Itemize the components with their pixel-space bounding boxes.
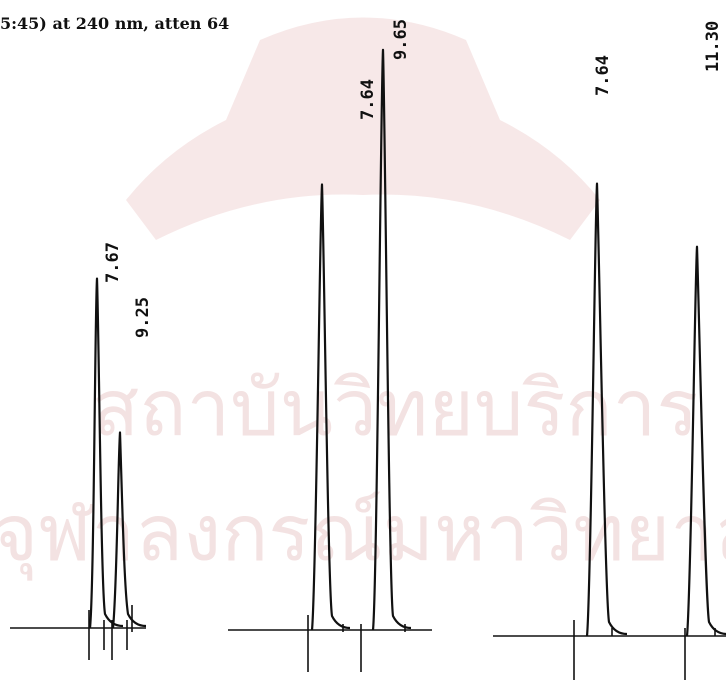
chromatogram-panels: 7.67 9.25 7.64 9.65 7.64 11.30 xyxy=(10,19,726,680)
peak-label: 9.65 xyxy=(391,19,411,60)
peak-trace xyxy=(111,431,147,629)
peak-label: 11.30 xyxy=(703,21,723,72)
chromatogram-panel-2: 7.64 9.65 xyxy=(228,19,432,672)
peak-label: 7.64 xyxy=(358,79,378,120)
peak-label: 9.25 xyxy=(133,297,153,338)
peak-label: 7.67 xyxy=(103,242,123,283)
peak-trace xyxy=(310,183,351,631)
peak-trace xyxy=(371,48,412,631)
chromatogram-caption: 5:45) at 240 nm, atten 64 xyxy=(0,14,230,33)
watermark-seal-icon xyxy=(126,17,600,240)
watermark-line-1: สถาบันวิทยบริการ xyxy=(92,364,699,454)
peak-trace xyxy=(88,277,124,629)
chromatogram-panel-3: 7.64 11.30 xyxy=(493,21,726,680)
chromatogram-panel-1: 7.67 9.25 xyxy=(10,242,153,660)
peak-label: 7.64 xyxy=(593,55,613,96)
peak-trace xyxy=(585,182,628,637)
peak-trace xyxy=(685,245,726,637)
watermark-text: สถาบันวิทยบริการ จุฬาลงกรณ์มหาวิทยาลัย xyxy=(0,364,726,581)
watermark-line-2: จุฬาลงกรณ์มหาวิทยาลัย xyxy=(0,489,726,581)
